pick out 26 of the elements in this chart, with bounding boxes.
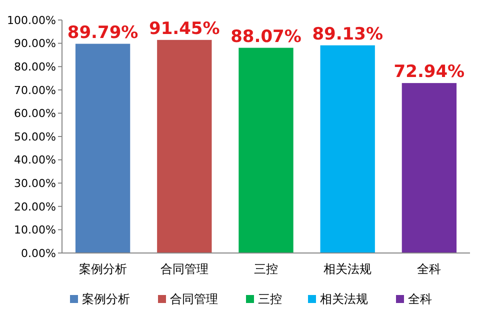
y-tick-label: 0.00% [21, 246, 56, 260]
y-tick-label: 90.00% [14, 37, 56, 50]
legend-label: 相关法规 [320, 292, 368, 306]
legend-label: 全科 [408, 292, 432, 306]
y-tick-label: 100.00% [7, 14, 56, 27]
x-tick-label: 合同管理 [160, 262, 208, 276]
y-tick-label: 80.00% [14, 60, 56, 74]
legend-label: 合同管理 [170, 292, 218, 306]
y-tick-label: 30.00% [14, 176, 56, 190]
y-tick-label: 20.00% [14, 200, 56, 214]
data-label: 91.45% [148, 18, 220, 39]
data-label: 72.94% [394, 62, 465, 82]
x-tick-label: 三控 [254, 262, 278, 276]
y-tick-label: 40.00% [14, 154, 56, 167]
x-tick-label: 相关法规 [324, 262, 372, 276]
y-tick-label: 10.00% [14, 224, 56, 237]
legend-label: 三控 [258, 292, 282, 306]
y-tick-label: 50.00% [14, 130, 56, 144]
x-tick-label: 全科 [417, 262, 442, 276]
y-tick-label: 70.00% [14, 84, 56, 97]
legend-label: 案例分析 [82, 292, 130, 306]
x-tick-label: 案例分析 [78, 262, 127, 276]
y-tick-label: 60.00% [14, 107, 56, 120]
data-label: 89.13% [312, 24, 384, 44]
data-label: 89.79% [67, 22, 138, 43]
data-label: 88.07% [230, 26, 302, 47]
